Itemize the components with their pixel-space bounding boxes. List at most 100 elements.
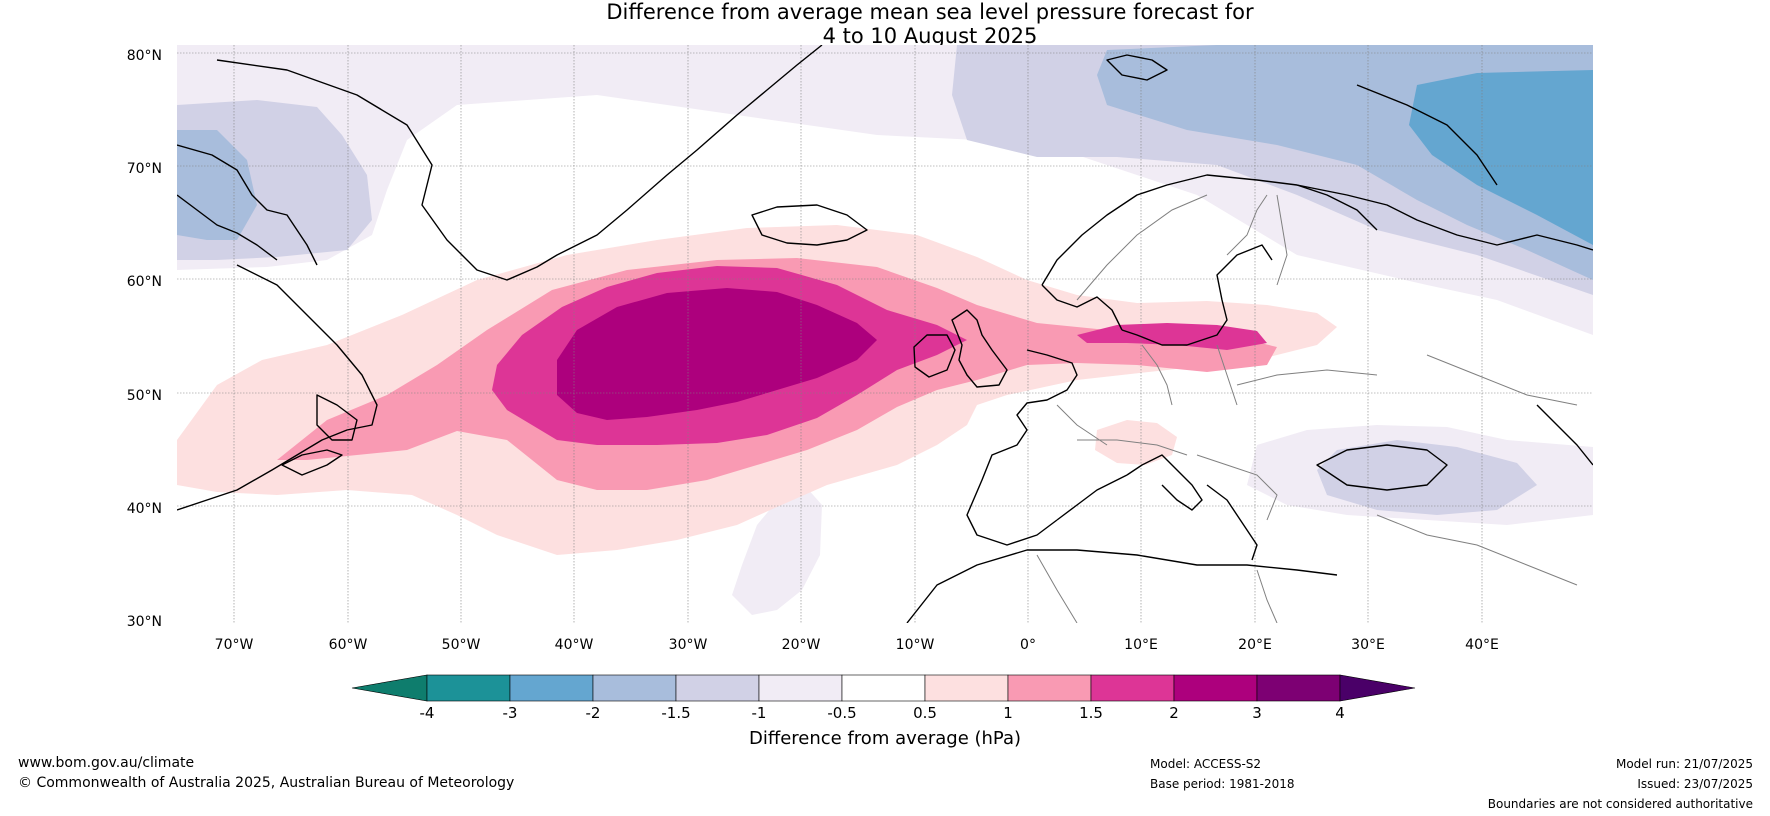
coast-balkans-greece xyxy=(1206,484,1258,561)
colorbar-tick-label: 4 xyxy=(1335,704,1345,722)
border-germany-poland xyxy=(1141,344,1173,406)
colorbar-tick-label: 3 xyxy=(1252,704,1262,722)
coast-iceland xyxy=(751,204,868,246)
coast-baltic xyxy=(1121,244,1273,346)
colorbar-segment xyxy=(758,674,843,702)
lon-label-20e: 20°E xyxy=(1238,637,1272,653)
lat-label-40n: 40°N xyxy=(126,501,162,517)
coast-iberia-med xyxy=(1056,474,1128,521)
contour-pos-15-baltic xyxy=(1077,323,1267,350)
colorbar-tick-label: -3 xyxy=(502,704,518,722)
chart-title: Difference from average mean sea level p… xyxy=(0,0,1770,48)
colorbar-tick-label: 1.5 xyxy=(1079,704,1103,722)
colorbar-tick-label: -4 xyxy=(419,704,435,722)
lon-label-10e: 10°E xyxy=(1124,637,1158,653)
coast-norway-south xyxy=(1041,284,1123,331)
title-line-2: 4 to 10 August 2025 xyxy=(822,24,1038,48)
colorbar-segment xyxy=(1173,674,1258,702)
graticule xyxy=(177,45,1593,623)
coast-kola-barents xyxy=(1296,184,1593,251)
footer-model-run: Model run: 21/07/2025 xyxy=(1615,757,1753,771)
border-russia-kazakhstan xyxy=(1426,354,1578,406)
colorbar-segments xyxy=(351,674,1416,702)
border-sweden-finland xyxy=(1226,194,1268,256)
colorbar-segment xyxy=(841,674,926,702)
footer-model: Model: ACCESS-S2 xyxy=(1150,757,1262,771)
country-borders xyxy=(1036,194,1578,623)
border-alps xyxy=(1077,439,1188,456)
coast-svalbard xyxy=(1106,54,1168,81)
colorbar-title: Difference from average (hPa) xyxy=(748,728,1022,749)
colorbar-segment xyxy=(509,674,594,702)
lat-label-50n: 50°N xyxy=(126,388,162,404)
lon-label-20w: 20°W xyxy=(781,637,821,653)
coastlines xyxy=(177,45,1593,623)
colorbar-tick-label: -0.5 xyxy=(827,704,857,722)
lon-label-10w: 10°W xyxy=(895,637,935,653)
border-libya-egypt xyxy=(1256,569,1278,623)
contour-neg-15-west xyxy=(177,130,257,240)
colorbar-arrow-low xyxy=(351,674,428,702)
coast-black-sea xyxy=(1316,444,1448,491)
footer-base-period: Base period: 1981-2018 xyxy=(1150,777,1295,791)
colorbar-arrow-high xyxy=(1339,674,1416,702)
lon-label-30e: 30°E xyxy=(1351,637,1385,653)
lon-label-40w: 40°W xyxy=(554,637,594,653)
coast-italy xyxy=(1126,454,1203,511)
coast-scandinavia xyxy=(1041,174,1378,286)
lon-label-50w: 50°W xyxy=(441,637,481,653)
lon-label-0: 0° xyxy=(1020,637,1036,653)
colorbar-segment xyxy=(1256,674,1341,702)
title-line-1: Difference from average mean sea level p… xyxy=(606,0,1254,24)
colorbar-tick-label: 2 xyxy=(1169,704,1179,722)
colorbar-tick-label: -2 xyxy=(585,704,601,722)
coast-labrador xyxy=(177,264,378,511)
coast-north-africa xyxy=(906,549,1338,623)
coast-greenland xyxy=(216,45,823,281)
colorbar-tick-label: 0.5 xyxy=(913,704,937,722)
border-africa xyxy=(1036,554,1078,623)
coast-caspian-east xyxy=(1536,404,1593,466)
coast-nova-scotia xyxy=(281,449,343,476)
colorbar-tick-label: 1 xyxy=(1003,704,1013,722)
colorbar-tick-label: -1.5 xyxy=(661,704,691,722)
colorbar xyxy=(351,674,1416,702)
border-ukraine-north xyxy=(1236,369,1378,386)
lat-label-60n: 60°N xyxy=(126,274,162,290)
border-norway-sweden xyxy=(1076,194,1208,301)
lon-label-70w: 70°W xyxy=(214,637,254,653)
colorbar-segment xyxy=(592,674,677,702)
contour-neg-2-north xyxy=(1409,70,1593,245)
lat-label-30n: 30°N xyxy=(126,614,162,630)
coast-novaya-zemlya xyxy=(1356,84,1498,186)
contour-pos-2 xyxy=(557,288,877,420)
coast-newfoundland xyxy=(316,394,358,441)
anomaly-map xyxy=(177,45,1593,623)
footer-issued: Issued: 23/07/2025 xyxy=(1637,777,1753,791)
colorbar-segment xyxy=(924,674,1009,702)
colorbar-tick-label: -1 xyxy=(751,704,767,722)
coast-ireland xyxy=(913,334,956,378)
border-middle-east xyxy=(1376,514,1578,586)
colorbar-segment xyxy=(1090,674,1175,702)
coast-canada-arctic xyxy=(177,144,318,266)
lon-label-60w: 60°W xyxy=(328,637,368,653)
colorbar-segment xyxy=(1007,674,1092,702)
lon-label-30w: 30°W xyxy=(668,637,708,653)
lat-label-80n: 80°N xyxy=(126,48,162,64)
border-balkans xyxy=(1196,454,1278,521)
lat-label-70n: 70°N xyxy=(126,161,162,177)
contour-neg-05-atlantic xyxy=(732,488,822,615)
coast-baffin xyxy=(177,194,278,261)
border-finland-russia xyxy=(1276,194,1288,286)
border-poland-belarus xyxy=(1216,344,1238,406)
coast-britain xyxy=(951,309,1008,388)
footer-disclaimer: Boundaries are not considered authoritat… xyxy=(1487,797,1753,811)
footer-copyright: © Commonwealth of Australia 2025, Austra… xyxy=(18,775,515,791)
footer-website: www.bom.gov.au/climate xyxy=(18,755,195,771)
map-panel xyxy=(177,45,1593,623)
lon-label-40e: 40°E xyxy=(1465,637,1499,653)
coast-europe-west xyxy=(966,349,1078,546)
colorbar-segment xyxy=(426,674,511,702)
positive-anomaly-layer xyxy=(177,225,1337,555)
